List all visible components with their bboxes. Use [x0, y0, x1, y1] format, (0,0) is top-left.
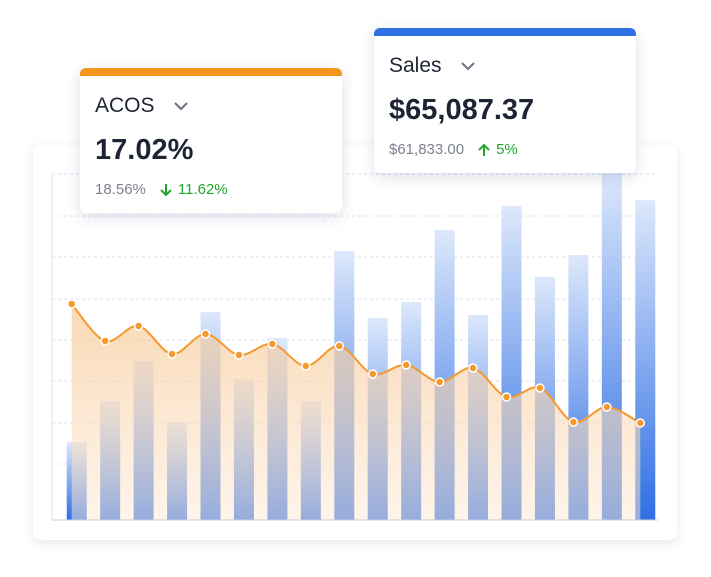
card-accent — [374, 28, 636, 36]
line-point — [635, 418, 646, 428]
line-point — [535, 383, 545, 393]
card-accent — [80, 68, 342, 76]
line-point — [367, 369, 378, 379]
line-point — [100, 336, 110, 346]
acos-card[interactable]: ACOS 17.02% 18.56% 11.62% — [80, 68, 342, 213]
line-point — [401, 360, 411, 370]
sales-card[interactable]: Sales $65,087.37 $61,833.00 5% — [374, 28, 636, 173]
arrow-up — [478, 143, 490, 156]
line-point — [133, 321, 144, 331]
line-point — [468, 363, 478, 373]
chevron[interactable] — [460, 61, 476, 71]
line-point — [434, 377, 445, 387]
card-value: 17.02% — [95, 134, 194, 166]
card-title: Sales — [389, 54, 442, 77]
line-point — [167, 349, 177, 359]
chevron[interactable] — [173, 101, 189, 111]
line-point — [501, 392, 512, 402]
card-previous: 18.56% — [95, 181, 146, 198]
arrow-down — [160, 183, 172, 196]
line-area — [71, 304, 641, 520]
line-point — [200, 329, 211, 339]
card-change: 11.62% — [177, 181, 228, 198]
line-point — [334, 341, 345, 351]
line-point — [568, 417, 579, 427]
card-value: $65,087.37 — [389, 94, 535, 126]
card-title: ACOS — [95, 94, 155, 117]
line-point — [234, 350, 244, 360]
line-point — [301, 361, 311, 371]
line-point — [267, 339, 278, 349]
line-point — [66, 299, 77, 309]
card-previous: $61,833.00 — [389, 141, 465, 158]
line-point — [602, 402, 612, 412]
card-change: 5% — [496, 141, 518, 158]
